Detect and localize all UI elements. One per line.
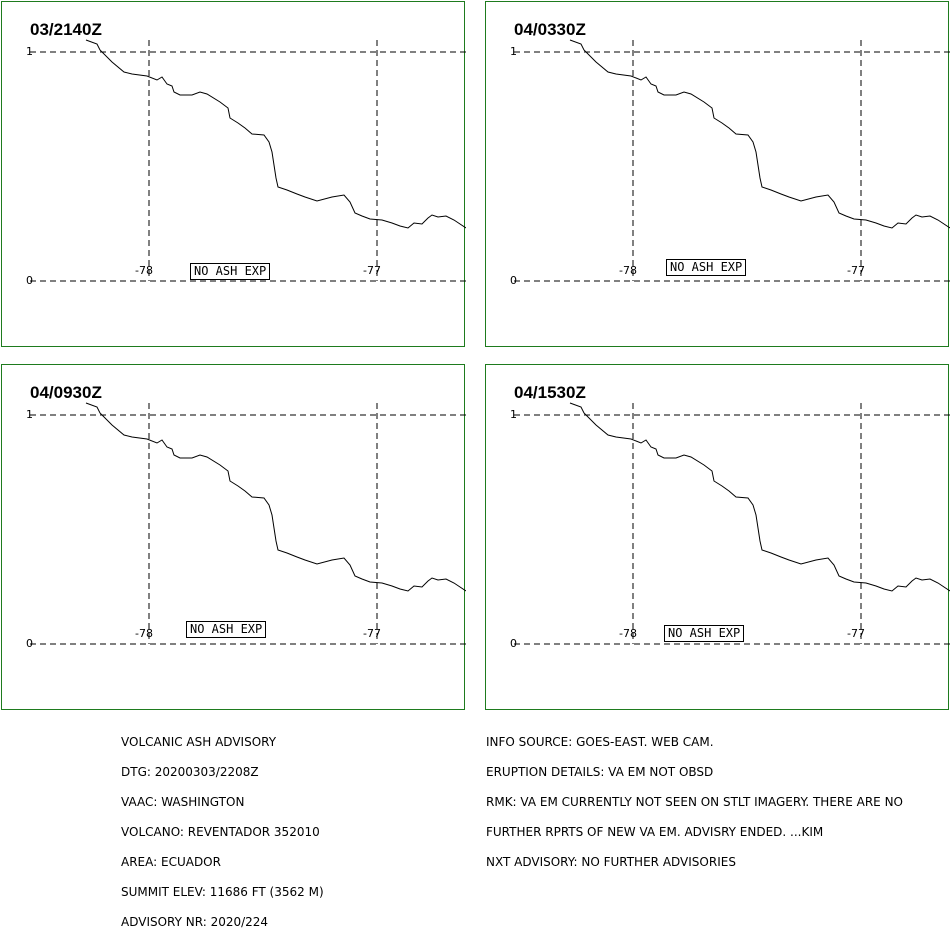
advisory-line: SUMMIT ELEV: 11686 FT (3562 M): [121, 885, 324, 899]
lon-label-minus77: -77: [847, 627, 865, 640]
coastline: [569, 39, 950, 229]
lon-label-minus77: -77: [363, 264, 381, 277]
advisory-line: ERUPTION DETAILS: VA EM NOT OBSD: [486, 765, 714, 779]
lat-label-1: 1: [510, 45, 517, 58]
map-panel-4: 04/1530Z 1 0 -78 -77 NO ASH EXP: [485, 364, 950, 710]
no-ash-box: NO ASH EXP: [666, 259, 747, 276]
lon-label-minus77: -77: [363, 627, 381, 640]
coastline: [569, 402, 950, 592]
advisory-line: VOLCANO: REVENTADOR 352010: [121, 825, 320, 839]
lat-label-0: 0: [26, 637, 33, 650]
coastline: [85, 402, 466, 592]
advisory-line: ADVISORY NR: 2020/224: [121, 915, 269, 929]
map-graphic-4: [514, 402, 950, 645]
time-label: 04/0330Z: [514, 20, 586, 39]
time-label: 03/2140Z: [30, 20, 102, 39]
map-panel-2: 04/0330Z 1 0 -78 -77 NO ASH EXP: [485, 1, 950, 347]
no-ash-box: NO ASH EXP: [186, 621, 267, 638]
lon-label-minus78: -78: [135, 264, 153, 277]
lon-label-minus77: -77: [847, 264, 865, 277]
lat-label-0: 0: [26, 274, 33, 287]
map-panel-3: 04/0930Z 1 0 -78 -77 NO ASH EXP: [1, 364, 466, 710]
advisory-line: VOLCANIC ASH ADVISORY: [121, 735, 277, 749]
map-graphic-3: [30, 402, 466, 645]
map-panel-1: 03/2140Z 1 0 -78 -77 NO ASH EXP: [1, 1, 466, 347]
time-label: 04/1530Z: [514, 383, 586, 402]
lat-label-1: 1: [510, 408, 517, 421]
advisory-line: NXT ADVISORY: NO FURTHER ADVISORIES: [486, 855, 736, 869]
advisory-line: VAAC: WASHINGTON: [121, 795, 245, 809]
time-label: 04/0930Z: [30, 383, 102, 402]
advisory-text-right: INFO SOURCE: GOES-EAST. WEB CAM. ERUPTIO…: [486, 717, 903, 877]
lon-label-minus78: -78: [619, 627, 637, 640]
advisory-line: AREA: ECUADOR: [121, 855, 221, 869]
advisory-line: INFO SOURCE: GOES-EAST. WEB CAM.: [486, 735, 714, 749]
advisory-line: FURTHER RPRTS OF NEW VA EM. ADVISRY ENDE…: [486, 825, 824, 839]
lat-label-1: 1: [26, 45, 33, 58]
lon-label-minus78: -78: [135, 627, 153, 640]
advisory-line: DTG: 20200303/2208Z: [121, 765, 259, 779]
advisory-line: RMK: VA EM CURRENTLY NOT SEEN ON STLT IM…: [486, 795, 903, 809]
lat-label-0: 0: [510, 274, 517, 287]
coastline: [85, 39, 466, 229]
advisory-text-left: VOLCANIC ASH ADVISORY DTG: 20200303/2208…: [121, 717, 324, 937]
lat-label-0: 0: [510, 637, 517, 650]
lon-label-minus78: -78: [619, 264, 637, 277]
no-ash-box: NO ASH EXP: [190, 263, 271, 280]
lat-label-1: 1: [26, 408, 33, 421]
no-ash-box: NO ASH EXP: [664, 625, 745, 642]
map-graphic-1: [30, 39, 466, 282]
map-graphic-2: [514, 39, 950, 282]
